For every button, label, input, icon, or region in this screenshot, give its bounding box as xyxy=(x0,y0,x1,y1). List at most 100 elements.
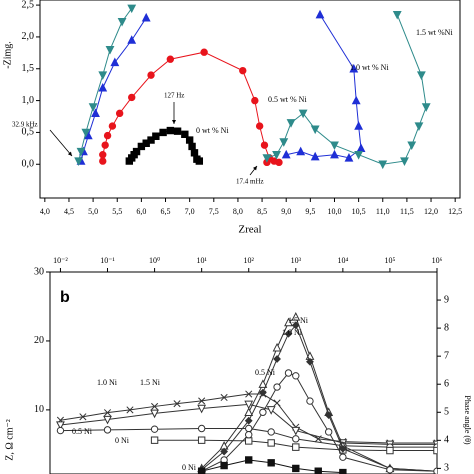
annotation-arrowhead xyxy=(252,166,257,171)
x-tick-label: 5,5 xyxy=(112,207,122,216)
x-tick-label: 10⁶ xyxy=(432,256,443,265)
data-point xyxy=(56,426,65,435)
data-point xyxy=(244,407,254,416)
series xyxy=(99,48,283,167)
x-tick-label: 11,5 xyxy=(400,207,414,216)
data-point xyxy=(354,121,364,130)
y-tick-label: 0,5 xyxy=(22,127,35,138)
series-line xyxy=(80,14,362,162)
data-point xyxy=(244,400,254,410)
x-axis-title: Zreal xyxy=(238,224,261,236)
series-line xyxy=(201,372,437,472)
series-label: 1.0 Ni xyxy=(97,378,118,387)
data-point xyxy=(195,157,204,165)
data-point xyxy=(258,388,267,397)
data-point xyxy=(292,464,300,473)
data-point xyxy=(414,122,424,131)
data-point xyxy=(220,393,228,402)
y-tick-label: 2,0 xyxy=(22,31,35,42)
data-point xyxy=(197,467,206,474)
y2-tick-label: 5 xyxy=(444,407,449,418)
series-line xyxy=(78,7,427,165)
data-point xyxy=(298,109,308,119)
x-tick-label: 10² xyxy=(244,256,255,265)
data-point xyxy=(292,443,300,451)
y-tick-label: 10 xyxy=(34,404,44,415)
y2-tick-label: 4 xyxy=(444,435,449,446)
series xyxy=(197,321,437,474)
data-point xyxy=(433,446,437,455)
series-line xyxy=(201,324,437,472)
plot-frame xyxy=(39,0,461,199)
data-point xyxy=(262,154,272,163)
data-point xyxy=(314,467,322,474)
data-point xyxy=(151,402,159,410)
data-point xyxy=(296,146,306,156)
series xyxy=(74,4,431,170)
data-point xyxy=(266,406,276,415)
data-point xyxy=(244,416,253,425)
x-tick-label: 10³ xyxy=(291,256,302,265)
data-point xyxy=(152,132,160,140)
data-point xyxy=(166,126,175,135)
data-point xyxy=(99,157,107,165)
x-tick-label: 10,5 xyxy=(352,207,366,216)
data-point xyxy=(324,411,333,419)
data-point xyxy=(421,103,431,112)
data-point xyxy=(159,128,167,137)
data-point xyxy=(198,397,206,405)
data-point xyxy=(99,151,107,159)
data-point xyxy=(173,400,181,408)
data-point xyxy=(344,152,354,162)
data-point xyxy=(190,149,199,157)
x-tick-label: 10⁴ xyxy=(337,256,348,265)
data-point xyxy=(386,466,394,474)
data-point xyxy=(273,355,281,363)
x-tick-label: 12,5 xyxy=(448,207,462,216)
x-tick-label: 11,0 xyxy=(376,207,390,216)
data-point xyxy=(351,95,361,105)
y2-tick-label: 8 xyxy=(444,322,449,333)
x-tick-label: 10,0 xyxy=(327,207,341,216)
data-point xyxy=(76,147,86,157)
data-point xyxy=(98,82,108,92)
y2-axis-title: Phase angle (θ) xyxy=(463,395,472,444)
series-label: 1.0 wt % Ni xyxy=(350,63,389,72)
x-tick-label: 4,0 xyxy=(40,207,50,216)
data-point xyxy=(197,436,206,444)
data-point xyxy=(74,157,84,166)
data-point xyxy=(339,468,347,474)
annotation: 17.4 mHz xyxy=(236,178,264,186)
series-label: 1.5 wt %Ni xyxy=(416,28,453,37)
data-point xyxy=(324,428,333,436)
data-point xyxy=(108,122,117,130)
x-tick-label: 10¹ xyxy=(196,256,207,265)
data-point xyxy=(339,453,347,461)
series xyxy=(56,400,437,450)
data-point xyxy=(103,409,112,417)
data-point xyxy=(267,428,275,436)
data-point xyxy=(306,357,314,366)
data-point xyxy=(310,151,320,161)
series-label: 0 Ni xyxy=(182,463,197,472)
y-tick-label: 1,5 xyxy=(22,63,35,74)
data-point xyxy=(150,409,160,419)
data-point xyxy=(81,128,91,138)
data-point xyxy=(292,435,300,443)
data-point xyxy=(338,444,347,453)
data-point xyxy=(284,369,293,377)
data-point xyxy=(103,415,112,425)
data-point xyxy=(310,125,320,135)
data-point xyxy=(245,456,253,464)
annotation: 127 Hz xyxy=(164,92,184,100)
data-point xyxy=(275,158,283,167)
data-point xyxy=(117,17,127,27)
data-point xyxy=(115,109,124,117)
series-label: 0.5 wt % Ni xyxy=(268,95,307,104)
x-tick-label: 4,5 xyxy=(64,207,74,216)
data-point xyxy=(141,12,151,22)
series xyxy=(76,9,366,165)
data-point xyxy=(98,71,108,81)
series-label: 1.0 Ni xyxy=(282,328,303,337)
